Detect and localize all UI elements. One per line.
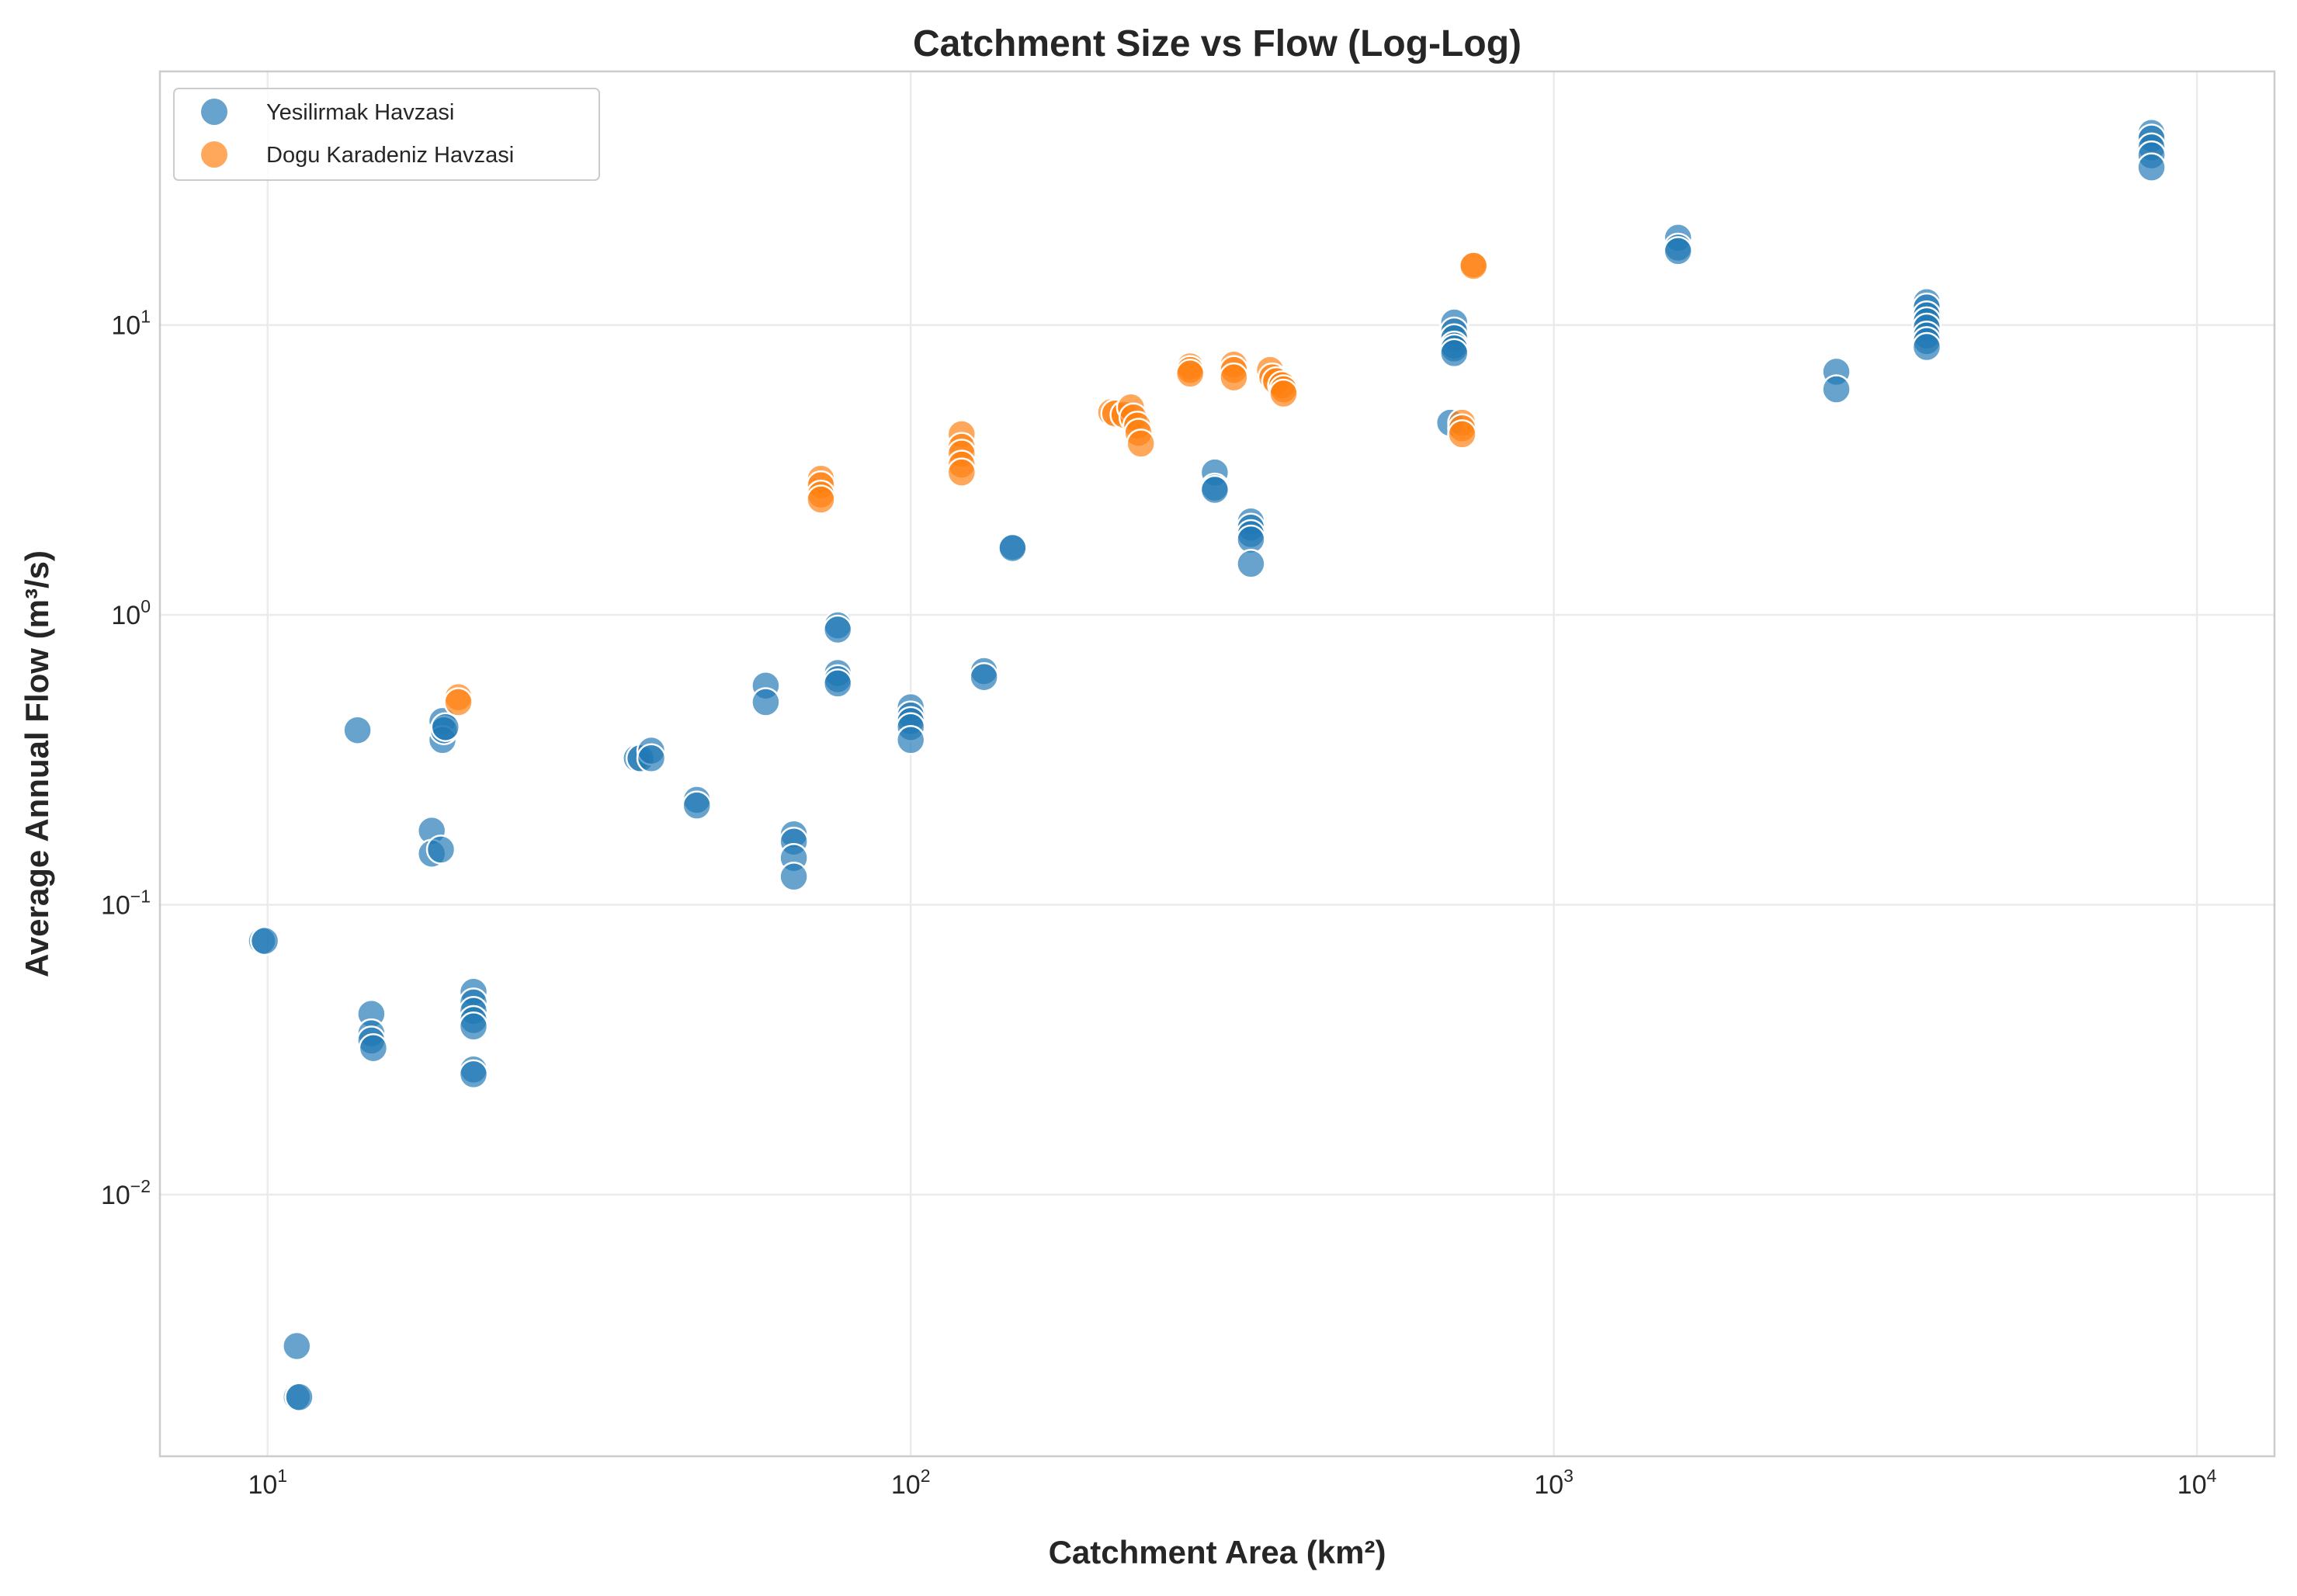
data-point [1219,362,1249,393]
data-point [1175,359,1206,389]
data-point [342,715,373,745]
x-tick-labels: 101 102 103 104 [248,1466,2216,1500]
y-tick-label: 10−1 [101,886,151,920]
legend: Yesilirmak Havzasi Dogu Karadeniz Havzas… [173,88,600,181]
legend-box [173,88,600,181]
x-tick-label: 102 [891,1466,931,1500]
data-point [779,862,809,892]
y-tick-labels: 10−2 10−1 100 101 [101,307,151,1210]
data-point [682,790,712,821]
x-tick-label: 104 [2177,1466,2217,1500]
data-points [247,118,2167,1413]
data-point [822,668,853,699]
data-point [751,687,781,717]
y-tick-label: 101 [111,307,151,341]
data-point [358,1032,389,1063]
x-axis-label: Catchment Area (km²) [1049,1534,1386,1570]
data-point [284,1382,314,1413]
series-dogu-karadeniz [443,249,1489,717]
chart-title: Catchment Size vs Flow (Log-Log) [913,23,1522,64]
data-point [806,484,836,515]
data-point [430,712,461,742]
data-point [425,834,456,865]
plot-frame [158,70,2276,1458]
data-point [1199,474,1230,505]
data-point [458,1059,489,1090]
data-point [998,533,1028,564]
x-tick-label: 101 [248,1466,287,1500]
data-point [895,725,926,755]
data-point [1447,419,1477,449]
x-tick-label: 103 [1534,1466,1574,1500]
data-point [1236,549,1266,579]
data-point [458,1011,489,1042]
data-point [1663,236,1693,266]
data-point [946,457,977,487]
legend-marker-dogu-karadeniz [201,141,227,168]
y-tick-label: 100 [111,596,151,630]
data-point [1458,251,1489,281]
data-point [1126,428,1156,459]
legend-label-dogu-karadeniz: Dogu Karadeniz Havzasi [266,143,514,168]
legend-label-yesilirmak: Yesilirmak Havzasi [266,100,454,125]
y-axis-label: Average Annual Flow (m³/s) [19,550,55,977]
data-point [443,687,474,717]
data-point [1911,331,1942,363]
data-point [249,925,280,956]
data-point [1821,374,1851,404]
data-point [969,661,999,692]
data-point [822,614,853,645]
series-yesilirmak [247,118,2167,1413]
data-point [636,743,667,774]
data-point [282,1331,312,1362]
data-point [2136,152,2167,182]
data-point [1439,338,1469,369]
grid [160,71,2274,1456]
data-point [1268,378,1299,409]
legend-marker-yesilirmak [201,99,227,125]
y-tick-label: 10−2 [101,1176,151,1210]
